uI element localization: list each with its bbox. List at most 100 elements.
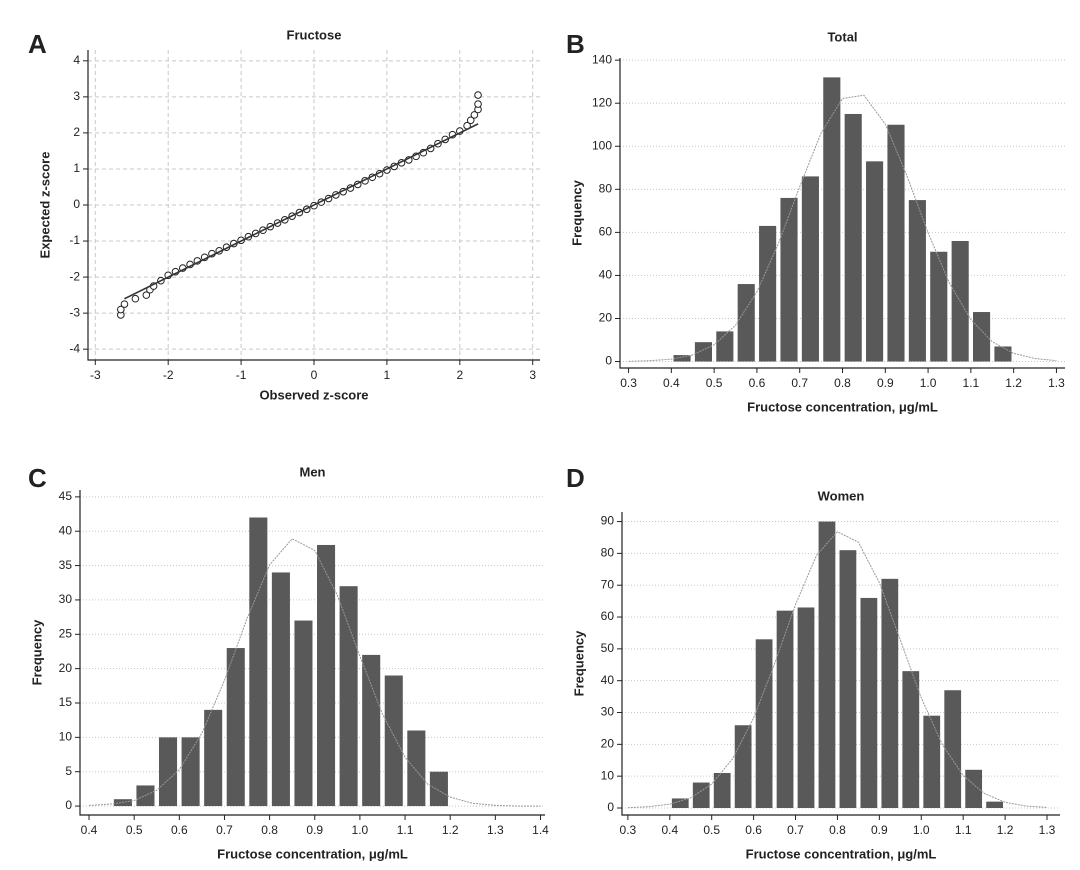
x-tick-label: 1.2 bbox=[442, 823, 459, 837]
bar bbox=[713, 772, 731, 808]
bar bbox=[181, 737, 200, 807]
y-tick-label: 30 bbox=[601, 705, 615, 719]
bar bbox=[844, 113, 862, 362]
y-tick-label: 4 bbox=[73, 53, 80, 67]
x-tick-label: 1.0 bbox=[913, 823, 930, 837]
x-tick-label: 3 bbox=[529, 368, 536, 382]
bar bbox=[671, 798, 689, 808]
y-tick-label: 100 bbox=[592, 138, 612, 152]
bar bbox=[362, 654, 381, 807]
bar bbox=[226, 648, 245, 807]
panel-letter: B bbox=[566, 29, 585, 59]
x-tick-label: 1.3 bbox=[1048, 376, 1065, 390]
bar bbox=[716, 331, 734, 362]
bar bbox=[294, 620, 313, 807]
x-tick-label: 0.4 bbox=[663, 376, 680, 390]
point bbox=[470, 111, 479, 119]
x-axis-label: Fructose concentration, μg/mL bbox=[747, 399, 938, 414]
y-tick-label: 3 bbox=[73, 89, 80, 103]
x-tick-label: -1 bbox=[236, 368, 247, 382]
bar bbox=[965, 769, 983, 808]
y-tick-label: 0 bbox=[607, 800, 614, 814]
x-tick-label: 1.3 bbox=[1039, 823, 1056, 837]
x-tick-label: 0.5 bbox=[706, 376, 723, 390]
x-tick-label: 0.4 bbox=[81, 823, 98, 837]
x-tick-label: -2 bbox=[163, 368, 174, 382]
bar bbox=[384, 675, 403, 807]
point bbox=[120, 300, 129, 308]
y-axis-label: Frequency bbox=[29, 619, 44, 686]
bar bbox=[801, 176, 819, 362]
normal-curve bbox=[628, 94, 1057, 362]
bar bbox=[797, 607, 815, 808]
chart-title: Total bbox=[827, 29, 857, 44]
x-axis-label: Fructose concentration, μg/mL bbox=[746, 846, 937, 861]
y-tick-label: 60 bbox=[601, 609, 615, 623]
axis-frame bbox=[619, 58, 1065, 369]
point bbox=[474, 100, 482, 108]
x-tick-label: 1.2 bbox=[997, 823, 1014, 837]
axis-frame bbox=[621, 512, 1060, 816]
normal-curve bbox=[627, 531, 1048, 809]
y-axis-label: Frequency bbox=[569, 179, 584, 246]
x-tick-label: 1.0 bbox=[920, 376, 937, 390]
x-tick-label: 0.5 bbox=[703, 823, 720, 837]
bar bbox=[339, 586, 358, 807]
bar bbox=[930, 251, 948, 362]
x-axis-label: Observed z-score bbox=[259, 387, 368, 402]
y-tick-label: 20 bbox=[601, 737, 615, 751]
panel-letter: D bbox=[566, 463, 585, 493]
x-tick-label: 0 bbox=[311, 368, 318, 382]
x-tick-label: 0.7 bbox=[791, 376, 808, 390]
bar bbox=[673, 355, 691, 362]
x-tick-label: 0.7 bbox=[787, 823, 804, 837]
y-tick-label: 2 bbox=[73, 125, 80, 139]
bar bbox=[818, 521, 836, 808]
point bbox=[466, 116, 475, 125]
point bbox=[474, 91, 482, 99]
y-tick-label: 25 bbox=[59, 626, 73, 640]
bar bbox=[407, 730, 426, 807]
bar bbox=[755, 639, 773, 808]
y-tick-label: 40 bbox=[59, 523, 73, 537]
bar bbox=[823, 77, 841, 362]
bar bbox=[759, 225, 777, 362]
x-tick-label: 0.9 bbox=[306, 823, 323, 837]
bar bbox=[866, 161, 884, 362]
x-tick-label: 0.9 bbox=[877, 376, 894, 390]
bar bbox=[902, 671, 920, 808]
point bbox=[131, 294, 140, 303]
x-tick-label: 0.3 bbox=[620, 376, 637, 390]
x-tick-label: 0.3 bbox=[620, 823, 637, 837]
x-tick-label: 0.8 bbox=[829, 823, 846, 837]
x-tick-label: 1.1 bbox=[397, 823, 414, 837]
x-tick-label: 1.1 bbox=[963, 376, 980, 390]
chart-title: Women bbox=[818, 488, 865, 503]
bar bbox=[944, 690, 962, 808]
point bbox=[142, 291, 151, 299]
panel-letter: A bbox=[28, 29, 47, 59]
y-tick-label: 80 bbox=[599, 181, 613, 195]
bar bbox=[986, 801, 1003, 808]
axis-frame bbox=[79, 490, 545, 816]
bar bbox=[159, 737, 178, 807]
y-tick-label: 80 bbox=[601, 546, 615, 560]
y-tick-label: 1 bbox=[73, 161, 80, 175]
x-axis-label: Fructose concentration, μg/mL bbox=[217, 846, 408, 861]
y-tick-label: 20 bbox=[59, 661, 73, 675]
chart-title: Men bbox=[300, 464, 326, 479]
bar bbox=[204, 709, 223, 807]
bar bbox=[317, 544, 336, 807]
x-tick-label: -3 bbox=[90, 368, 101, 382]
x-tick-label: 0.8 bbox=[834, 376, 851, 390]
x-tick-label: 1.0 bbox=[352, 823, 369, 837]
y-tick-label: -2 bbox=[69, 269, 80, 283]
y-tick-label: 120 bbox=[592, 95, 612, 109]
bar bbox=[994, 346, 1012, 362]
y-tick-label: -3 bbox=[69, 305, 80, 319]
y-tick-label: 0 bbox=[73, 197, 80, 211]
y-tick-label: 35 bbox=[59, 558, 73, 572]
x-tick-label: 0.4 bbox=[661, 823, 678, 837]
x-tick-label: 0.6 bbox=[749, 376, 766, 390]
